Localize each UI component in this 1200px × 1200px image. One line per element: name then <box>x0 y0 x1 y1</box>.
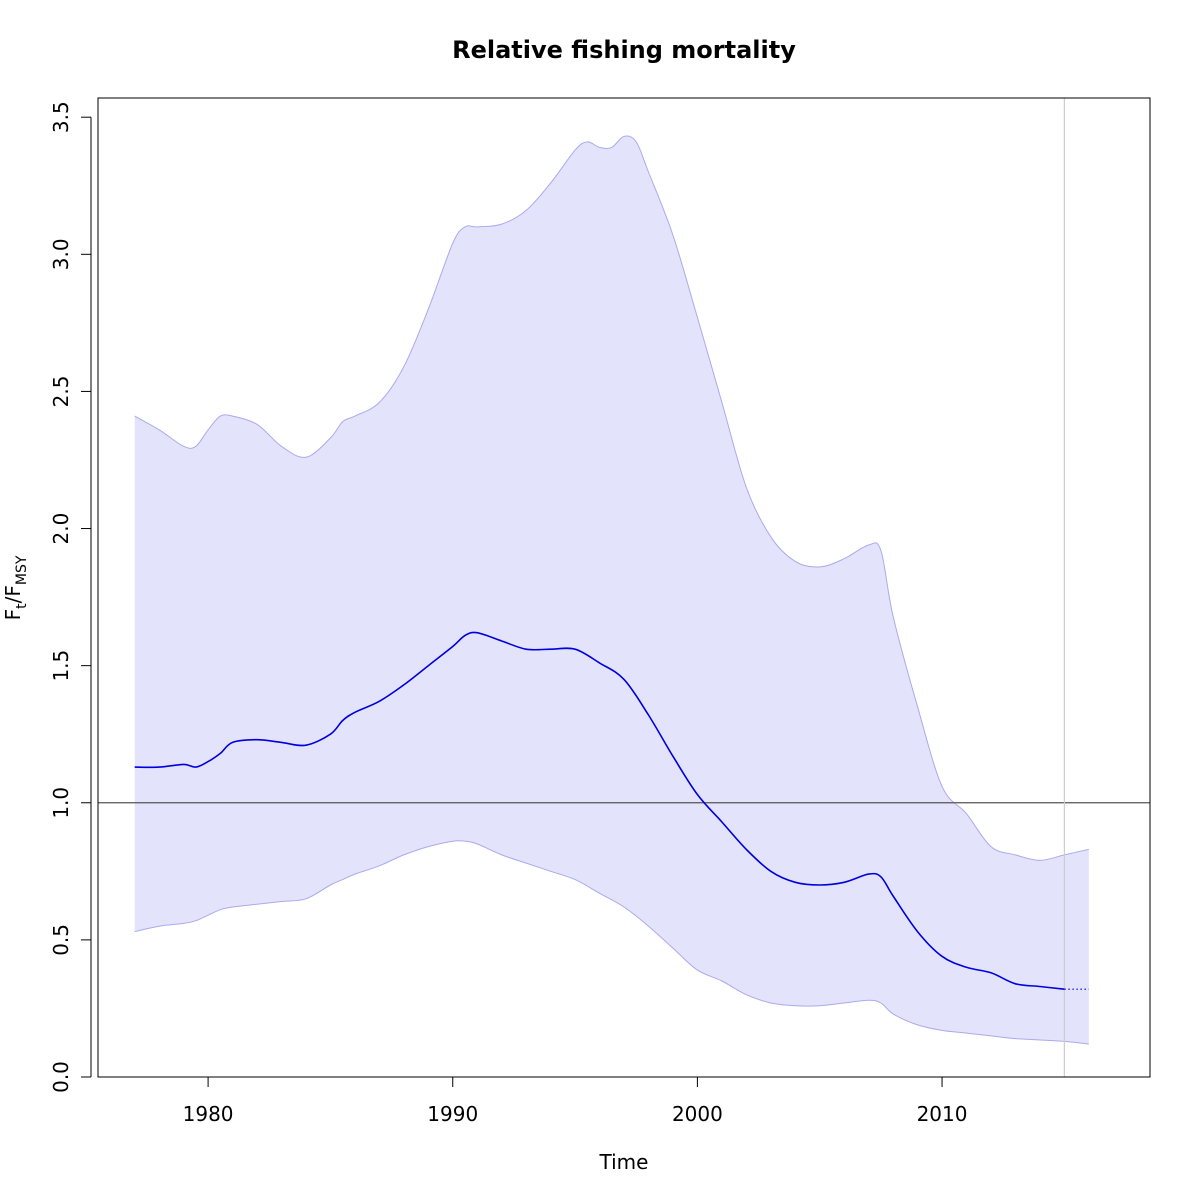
reference-line-layer <box>98 98 1150 1077</box>
series-line-estimate <box>134 631 1065 990</box>
y-axis-label-main: F <box>1 609 25 621</box>
y-tick-label: 1.0 <box>49 787 73 819</box>
x-tick-label: 2000 <box>672 1102 723 1126</box>
y-tick-label: 1.5 <box>49 650 73 682</box>
x-tick-label: 1990 <box>427 1102 478 1126</box>
confidence-band <box>134 136 1089 1045</box>
chart-title: Relative fishing mortality <box>452 36 796 64</box>
series-layer <box>134 631 1089 990</box>
y-axis-label: Ft/FMSY <box>1 555 30 620</box>
y-tick-label: 0.0 <box>49 1061 73 1093</box>
y-tick-label: 2.0 <box>49 513 73 545</box>
upper-bound-line <box>134 135 1089 861</box>
x-axis-label: Time <box>599 1150 649 1174</box>
x-tick-label: 2010 <box>917 1102 968 1126</box>
y-tick-label: 3.0 <box>49 238 73 270</box>
x-axis: 1980 1990 2000 2010 <box>183 1076 968 1126</box>
y-tick-label: 0.5 <box>49 924 73 956</box>
x-tick-label: 1980 <box>183 1102 234 1126</box>
y-axis: 0.0 0.5 1.0 1.5 2.0 2.5 3.0 3.5 <box>49 101 92 1093</box>
lower-bound-line <box>134 840 1089 1045</box>
y-axis-label-sub2: MSY <box>14 555 30 585</box>
y-tick-label: 2.5 <box>49 376 73 408</box>
confidence-band-layer <box>134 135 1089 1045</box>
y-tick-label: 3.5 <box>49 101 73 133</box>
y-axis-label-sub1: t <box>14 603 30 609</box>
y-axis-label-slash: /F <box>1 585 25 603</box>
